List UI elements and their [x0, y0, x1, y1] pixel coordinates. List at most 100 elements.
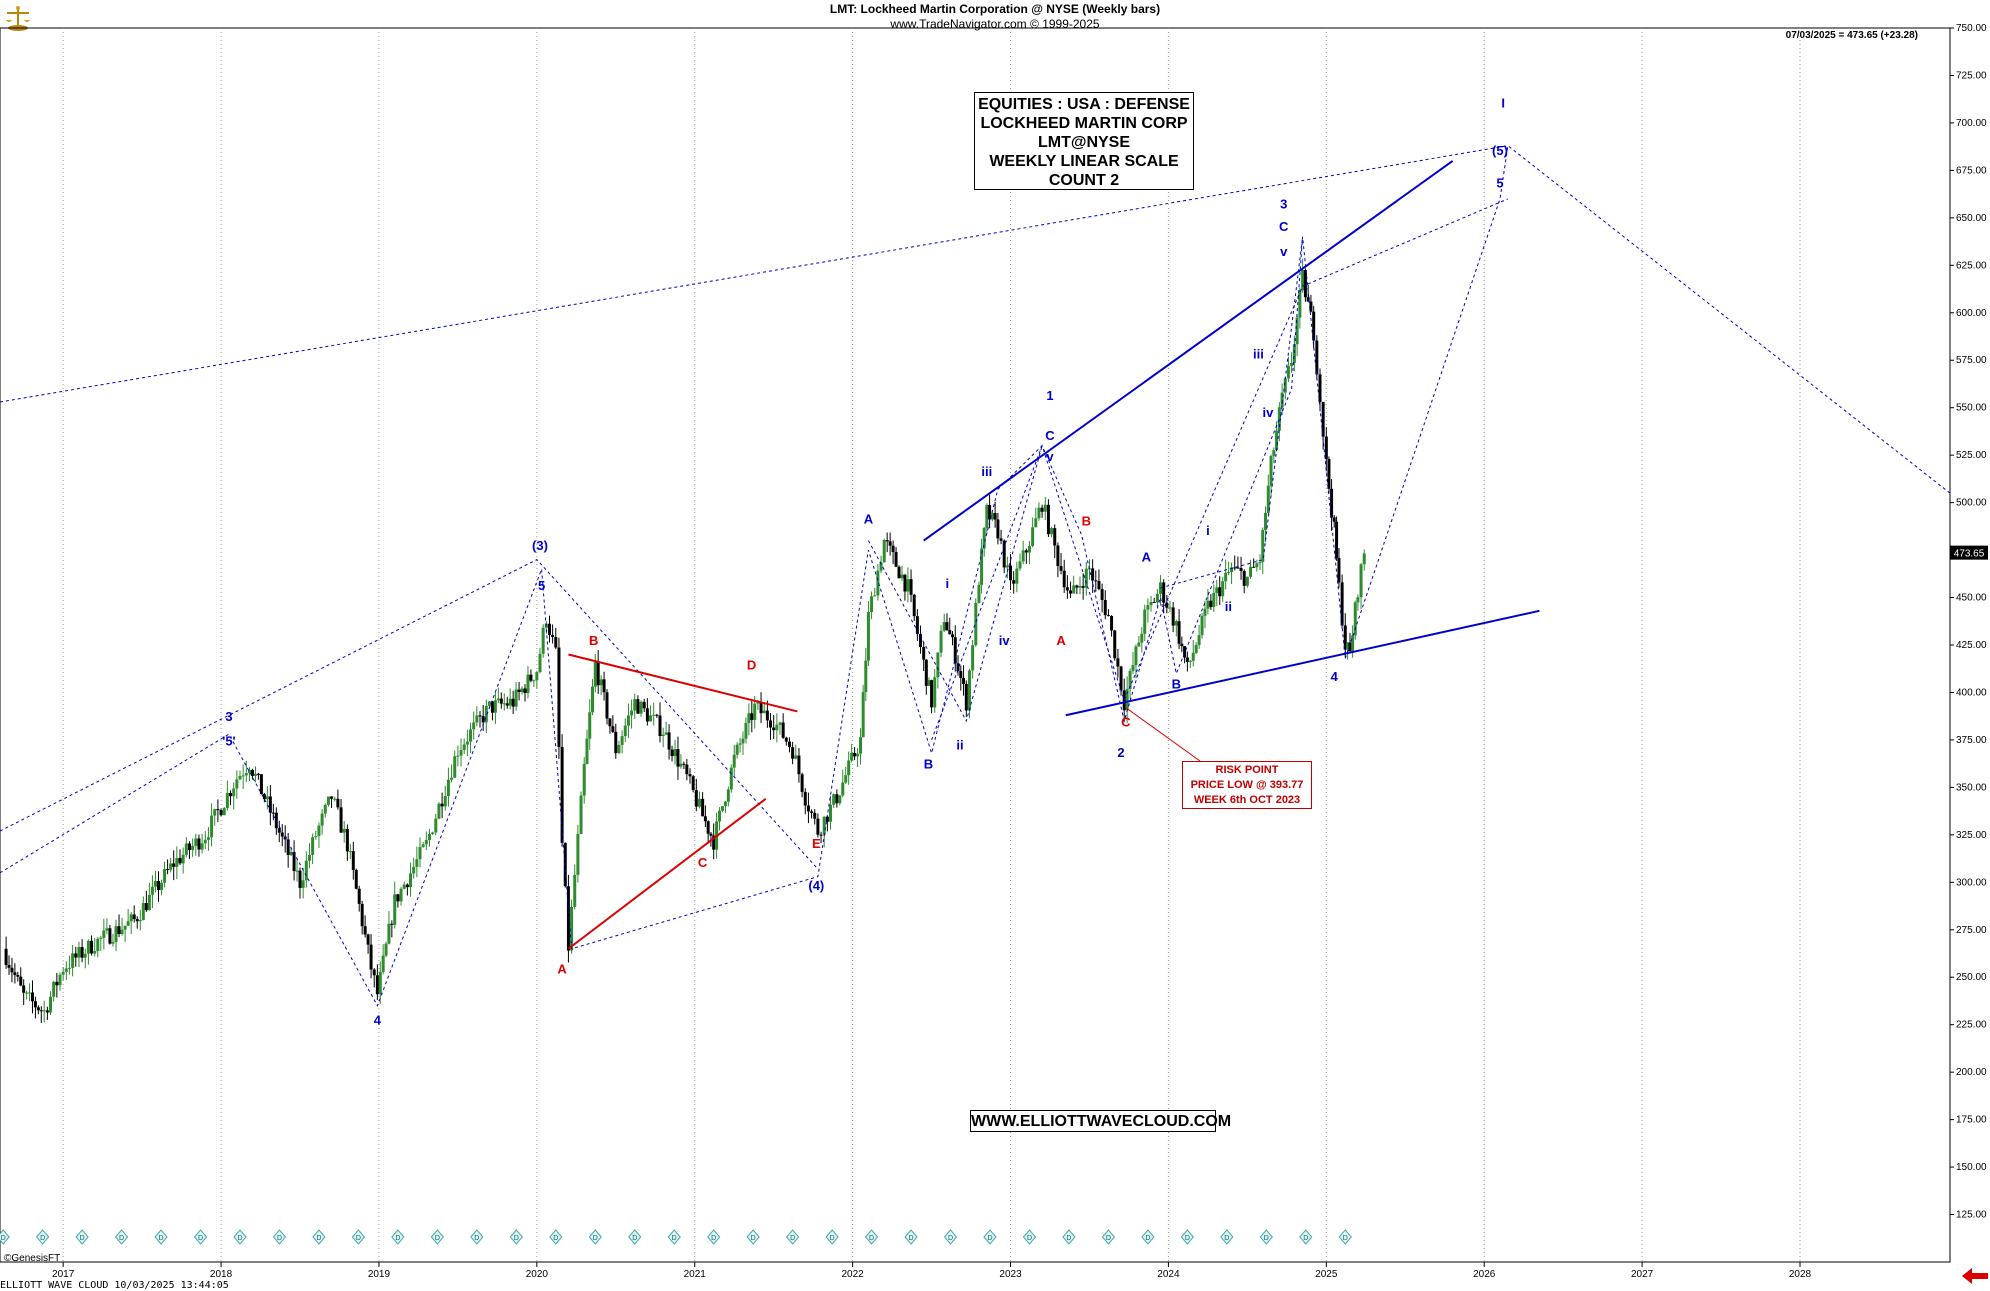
candle-body	[1353, 602, 1357, 636]
candle-body	[52, 981, 56, 997]
candle-body	[280, 832, 284, 837]
candle-body	[939, 630, 943, 653]
candle-body	[649, 715, 653, 722]
candle-body	[873, 595, 877, 597]
candle-body	[856, 753, 860, 757]
candle-body	[7, 965, 11, 968]
dividend-letter: D	[1, 1235, 6, 1242]
price-candle	[320, 809, 324, 835]
price-candle	[440, 792, 444, 818]
candle-body	[951, 634, 954, 638]
wave-label: 5	[538, 578, 545, 593]
candle-body	[326, 796, 330, 805]
price-candle	[1024, 548, 1028, 564]
price-candle	[45, 1006, 49, 1020]
candle-body	[514, 689, 518, 707]
candle-body	[1258, 562, 1262, 564]
candle-body	[74, 953, 78, 958]
price-candle	[747, 703, 751, 736]
price-candle	[900, 565, 904, 581]
price-candle	[64, 961, 68, 981]
candle-body	[822, 816, 826, 835]
price-candle	[822, 816, 826, 848]
candle-body	[418, 846, 422, 860]
price-candle	[1165, 594, 1169, 614]
price-candle	[108, 925, 112, 945]
price-candle	[1209, 594, 1213, 610]
price-candle	[317, 822, 321, 849]
price-candle	[532, 679, 536, 687]
dividend-diamond	[1299, 1229, 1313, 1245]
candle-body	[750, 713, 754, 720]
candle-body	[1180, 643, 1184, 647]
candle-body	[718, 810, 722, 822]
price-candle	[150, 875, 154, 908]
price-candle	[623, 718, 627, 742]
wave-label: i	[1206, 523, 1210, 538]
candle-body	[1053, 528, 1057, 546]
candle-body	[366, 934, 370, 945]
candle-body	[1078, 586, 1082, 588]
price-candle	[1227, 561, 1231, 576]
price-candle	[381, 944, 385, 975]
y-tick-label: 350.00	[1956, 782, 1987, 793]
price-candle	[502, 693, 506, 711]
price-candle	[841, 769, 845, 798]
price-candle	[750, 700, 754, 733]
price-candle	[1224, 559, 1228, 590]
candle-body	[153, 880, 157, 887]
dividend-d-icon: D	[1259, 1229, 1273, 1245]
candle-body	[819, 834, 823, 836]
candle-body	[988, 505, 992, 520]
candle-body	[396, 894, 400, 902]
price-candle	[557, 637, 561, 759]
dividend-letter: D	[1185, 1235, 1190, 1242]
candle-body	[1301, 269, 1305, 291]
dividend-letter: D	[316, 1235, 321, 1242]
price-candle	[393, 881, 397, 929]
price-candle	[25, 990, 29, 1000]
candle-body	[1306, 297, 1310, 302]
candle-body	[942, 622, 946, 631]
price-candle	[1348, 632, 1352, 652]
candle-body	[906, 579, 910, 592]
y-tick-label: 200.00	[1956, 1067, 1987, 1078]
price-candle	[591, 679, 594, 716]
price-candle	[1212, 584, 1216, 613]
candle-body	[197, 838, 201, 850]
price-candle	[238, 770, 242, 781]
price-candle	[1332, 514, 1336, 528]
price-candle	[1362, 549, 1366, 571]
blue-trend-line	[1065, 609, 1540, 717]
candle-body	[927, 680, 931, 686]
candle-body	[1034, 518, 1038, 528]
price-candle	[384, 941, 388, 958]
candle-body	[1298, 290, 1302, 318]
y-tick-label: 575.00	[1956, 355, 1987, 366]
candle-body	[697, 798, 701, 807]
candle-body	[778, 722, 782, 725]
candle-body	[229, 792, 233, 797]
candle-body	[1272, 450, 1276, 456]
candle-body	[232, 788, 236, 797]
dividend-letter: D	[790, 1235, 795, 1242]
price-candle	[803, 788, 807, 815]
candle-body	[256, 773, 260, 775]
price-candle	[144, 890, 148, 912]
candle-body	[1094, 580, 1098, 582]
price-candle	[4, 936, 8, 969]
candle-body	[685, 764, 689, 775]
price-candle	[286, 832, 290, 868]
price-candle	[163, 861, 167, 888]
candle-body	[169, 863, 173, 870]
price-candle	[1258, 554, 1262, 571]
candle-body	[508, 698, 512, 706]
candle-body	[1346, 642, 1350, 650]
dividend-letter: D	[987, 1235, 992, 1242]
candle-body	[465, 741, 469, 745]
candle-body	[560, 747, 564, 843]
price-candle	[658, 702, 662, 743]
candle-body	[576, 833, 580, 875]
candle-body	[1040, 507, 1044, 512]
price-candle	[191, 838, 195, 857]
